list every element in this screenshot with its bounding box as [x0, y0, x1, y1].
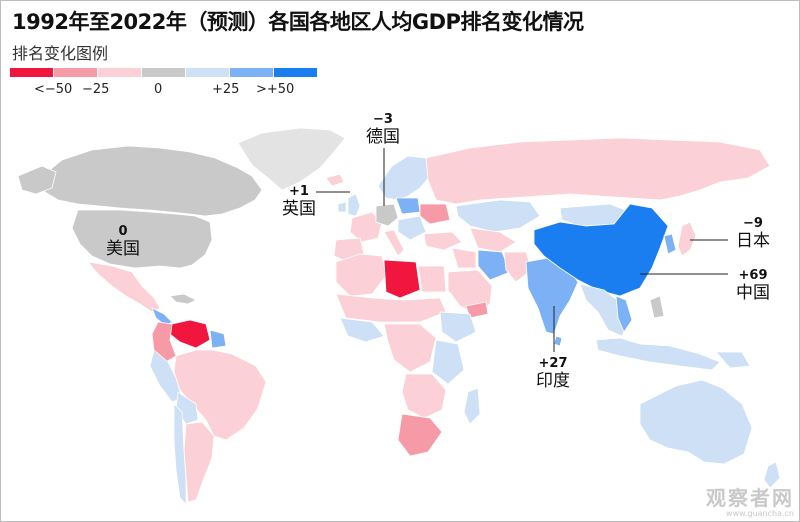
region-japan	[677, 221, 697, 257]
region-southern-africa	[401, 373, 447, 419]
region-indonesia	[595, 337, 721, 371]
legend-swatch	[54, 68, 97, 77]
region-southeast-asia	[579, 283, 631, 337]
region-germany	[375, 203, 399, 227]
region-argentina	[183, 421, 215, 503]
region-canada	[39, 145, 263, 217]
region-alaska	[17, 165, 57, 195]
region-korea	[663, 233, 677, 255]
region-australia	[639, 379, 753, 465]
region-scandinavia	[377, 155, 431, 201]
legend-label: −25	[82, 82, 110, 97]
callout-uk: +1 英国	[274, 184, 324, 219]
region-china	[533, 203, 669, 297]
callout-uk-name: 英国	[282, 199, 316, 219]
callout-india: +27 印度	[528, 356, 578, 391]
legend-swatch	[10, 68, 53, 77]
legend-labels: <−50 −25 0 +25 >+50	[0, 82, 330, 100]
region-central-africa	[383, 323, 437, 373]
region-france	[349, 211, 383, 243]
region-caribbean	[169, 293, 197, 305]
region-balkans	[397, 215, 427, 241]
region-new-zealand	[763, 461, 781, 489]
callout-usa-name: 美国	[106, 239, 140, 259]
region-iran	[477, 249, 511, 281]
callout-germany: −3 德国	[358, 112, 408, 147]
region-chile	[173, 403, 187, 505]
callout-china-value: +69	[738, 268, 768, 283]
region-philippines	[649, 295, 665, 319]
region-sri-lanka	[553, 335, 563, 347]
callout-japan-name: 日本	[736, 231, 770, 251]
watermark-logo: 观察者网 www.guancha.cn	[706, 487, 794, 518]
region-poland	[395, 197, 421, 215]
region-usa	[71, 209, 213, 269]
region-ukraine	[419, 203, 451, 225]
region-egypt	[417, 265, 447, 293]
region-mexico	[87, 261, 161, 313]
region-central-asia	[469, 227, 517, 253]
region-kazakhstan	[455, 199, 541, 233]
region-turkey	[423, 231, 463, 251]
legend-label: +25	[212, 82, 240, 97]
page-title: 1992年至2022年（预测）各国各地区人均GDP排名变化情况	[12, 10, 584, 34]
callout-china: +69 中国	[728, 268, 778, 303]
region-ireland	[337, 201, 347, 213]
watermark-url: www.guancha.cn	[726, 509, 794, 518]
legend-label: 0	[154, 82, 163, 97]
region-colombia	[151, 321, 177, 363]
watermark-text: 观察者网	[706, 486, 794, 510]
callout-usa-value: 0	[118, 224, 128, 239]
legend-label: >+50	[256, 82, 295, 97]
legend-label: <−50	[34, 82, 73, 97]
callout-japan: −9 日本	[728, 216, 778, 251]
region-uk	[347, 193, 361, 217]
callout-germany-value: −3	[373, 112, 393, 127]
region-guianas	[209, 329, 227, 349]
region-pakistan	[503, 251, 533, 283]
legend-swatch	[142, 68, 185, 77]
region-south-africa	[397, 413, 443, 457]
region-italy	[383, 229, 405, 257]
callout-uk-value: +1	[289, 184, 309, 199]
region-iceland	[325, 173, 345, 187]
region-russia	[425, 137, 771, 205]
region-venezuela	[169, 319, 211, 349]
callout-china-name: 中国	[736, 283, 770, 303]
region-papua	[715, 351, 751, 369]
region-madagascar	[463, 387, 481, 425]
region-sahel	[335, 293, 447, 323]
callout-usa: 0 美国	[98, 224, 148, 259]
region-libya	[383, 259, 421, 299]
region-greenland	[237, 127, 346, 191]
region-iraq-syria	[451, 247, 477, 269]
callout-india-value: +27	[538, 356, 568, 371]
region-brazil	[173, 349, 267, 441]
region-east-africa	[431, 339, 465, 385]
legend-swatch	[186, 68, 229, 77]
region-west-africa-coast	[339, 317, 385, 343]
legend-swatch	[274, 68, 317, 77]
callout-japan-value: −9	[743, 216, 763, 231]
legend-color-bar	[10, 68, 318, 77]
legend-swatch	[230, 68, 273, 77]
callout-germany-name: 德国	[366, 127, 400, 147]
callout-india-name: 印度	[536, 371, 570, 391]
legend-title: 排名变化图例	[12, 44, 109, 63]
region-vietnam	[615, 295, 633, 333]
region-morocco-algeria	[335, 253, 387, 297]
legend-swatch	[98, 68, 141, 77]
region-ethiopia	[439, 311, 477, 343]
